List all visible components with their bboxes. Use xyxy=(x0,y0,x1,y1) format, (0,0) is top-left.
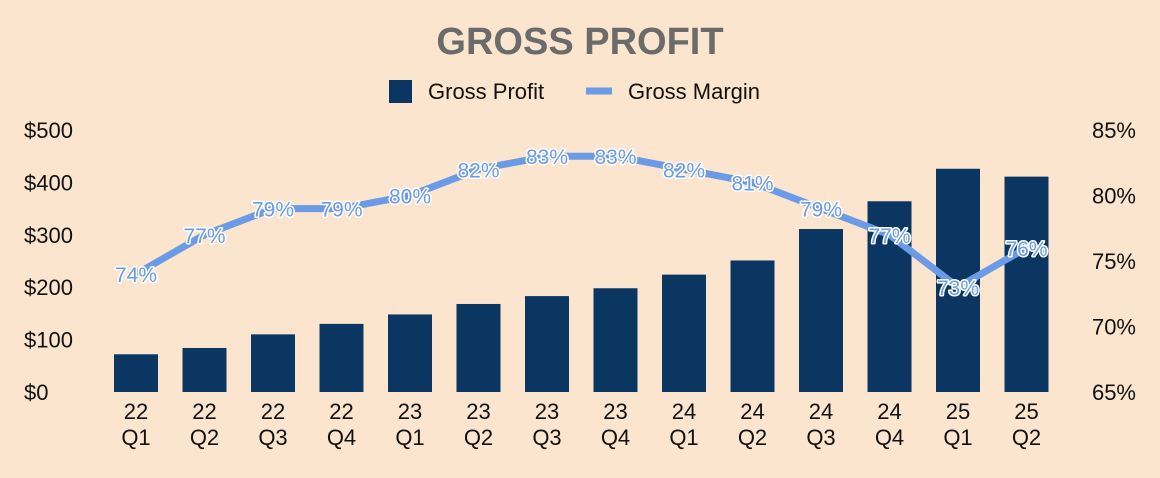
x-tick-label-year: 23 xyxy=(535,399,559,424)
bar-24-Q2 xyxy=(730,260,775,392)
x-tick-label-quarter: Q1 xyxy=(395,425,424,450)
gross-margin-point-23-Q3 xyxy=(543,152,551,160)
legend-label-gross-profit: Gross Profit xyxy=(428,79,544,104)
gross-margin-line: 74% 77% 79% 79% 80% 82% 83% 83% 82% 81% 79% 77% 73% 7… xyxy=(113,145,1049,302)
x-axis: 22Q122Q222Q322Q423Q123Q223Q323Q424Q124Q2… xyxy=(121,399,1041,450)
gross-margin-data-label: 82% xyxy=(663,159,705,182)
gross-margin-point-24-Q2 xyxy=(749,178,756,186)
gross-margin-point-22-Q1 xyxy=(132,270,140,278)
right-axis-tick-label: 65% xyxy=(1092,380,1136,405)
gross-margin-point-25-Q2 xyxy=(1023,244,1030,252)
gross-margin-point-23-Q1 xyxy=(406,192,414,199)
gross-margin-data-label: 80% xyxy=(389,186,431,209)
right-axis-tick-label: 75% xyxy=(1092,249,1136,274)
bar-23-Q3 xyxy=(525,296,569,392)
gross-margin-point-24-Q4 xyxy=(886,231,893,239)
left-axis-tick-label: $0 xyxy=(24,380,48,405)
left-axis-tick-label: $100 xyxy=(24,328,73,353)
bar-25-Q2 xyxy=(1004,176,1049,392)
gross-margin-data-label: 77% xyxy=(868,225,910,248)
bar-23-Q1 xyxy=(388,314,432,392)
x-tick-label-year: 22 xyxy=(192,399,216,424)
bar-22-Q3 xyxy=(251,334,295,392)
gross-margin-data-label: 82% xyxy=(457,159,499,182)
x-tick-label-quarter: Q2 xyxy=(1012,425,1041,450)
x-tick-label-quarter: Q3 xyxy=(532,425,561,450)
x-tick-label-year: 23 xyxy=(466,399,490,424)
gross-margin-data-label: 79% xyxy=(252,199,294,222)
x-tick-label-year: 23 xyxy=(603,399,627,424)
x-tick-label-year: 24 xyxy=(877,399,901,424)
x-tick-label-quarter: Q1 xyxy=(121,425,150,450)
gross-margin-data-label: 77% xyxy=(183,225,225,248)
legend-label-gross-margin: Gross Margin xyxy=(628,79,760,104)
x-tick-label-quarter: Q2 xyxy=(738,425,767,450)
gross-margin-point-22-Q2 xyxy=(201,231,208,239)
x-tick-label-quarter: Q1 xyxy=(943,425,972,450)
x-tick-label-quarter: Q1 xyxy=(669,425,698,450)
right-axis-tick-label: 70% xyxy=(1092,315,1136,340)
bar-23-Q2 xyxy=(456,303,501,392)
gross-margin-point-23-Q2 xyxy=(475,165,482,173)
right-axis-tick-label: 80% xyxy=(1092,184,1136,209)
gross-margin-data-label: 83% xyxy=(526,146,568,169)
right-axis-tick-label: 85% xyxy=(1092,118,1136,143)
left-axis-tick-label: $400 xyxy=(24,170,73,195)
gross-margin-point-23-Q4 xyxy=(612,152,619,160)
x-tick-label-year: 22 xyxy=(329,399,353,424)
x-tick-label-quarter: Q4 xyxy=(327,425,356,450)
gross-margin-data-label: 73% xyxy=(937,277,979,300)
legend-swatch-gross-profit xyxy=(389,80,412,103)
x-tick-label-year: 25 xyxy=(946,399,970,424)
x-tick-label-quarter: Q3 xyxy=(258,425,287,450)
left-axis-tick-label: $500 xyxy=(24,118,73,143)
gross-margin-data-label: 83% xyxy=(594,146,636,169)
x-tick-label-year: 25 xyxy=(1014,399,1038,424)
chart-title: GROSS PROFIT xyxy=(436,21,723,63)
gross-margin-data-label: 79% xyxy=(320,199,362,222)
bar-22-Q4 xyxy=(319,323,364,392)
bar-24-Q3 xyxy=(799,229,843,392)
gross-margin-point-24-Q1 xyxy=(680,165,688,173)
x-tick-label-quarter: Q4 xyxy=(601,425,630,450)
x-tick-label-quarter: Q3 xyxy=(806,425,835,450)
bar-22-Q2 xyxy=(182,347,227,392)
right-axis: 65% 70% 75% 80% 85% xyxy=(1092,118,1136,405)
x-tick-label-year: 24 xyxy=(740,399,764,424)
gross-margin-data-label: 79% xyxy=(800,199,842,222)
bar-23-Q4 xyxy=(593,288,638,392)
left-axis-tick-label: $300 xyxy=(24,223,73,248)
gross-margin-point-22-Q4 xyxy=(338,205,345,213)
x-tick-label-quarter: Q2 xyxy=(190,425,219,450)
left-axis-tick-label: $200 xyxy=(24,275,73,300)
gross-margin-data-label: 76% xyxy=(1005,238,1047,261)
gross-profit-bars xyxy=(114,168,1049,392)
bar-22-Q1 xyxy=(114,354,158,392)
x-tick-label-year: 24 xyxy=(672,399,696,424)
bar-24-Q1 xyxy=(662,274,706,392)
x-tick-label-year: 22 xyxy=(124,399,148,424)
x-tick-label-year: 24 xyxy=(809,399,833,424)
gross-margin-point-24-Q3 xyxy=(817,205,825,213)
left-axis: $0 $100 $200 $300 $400 $500 xyxy=(24,118,73,405)
x-tick-label-quarter: Q4 xyxy=(875,425,904,450)
gross-margin-data-label: 81% xyxy=(731,172,773,195)
gross-margin-point-25-Q1 xyxy=(954,283,962,291)
gross-margin-data-label: 74% xyxy=(115,264,157,287)
gross-margin-polyline xyxy=(132,152,1030,291)
gross-margin-point-22-Q3 xyxy=(269,205,277,213)
x-tick-label-year: 22 xyxy=(261,399,285,424)
x-tick-label-year: 23 xyxy=(398,399,422,424)
legend: Gross Profit Gross Margin xyxy=(389,79,760,104)
x-tick-label-quarter: Q2 xyxy=(464,425,493,450)
